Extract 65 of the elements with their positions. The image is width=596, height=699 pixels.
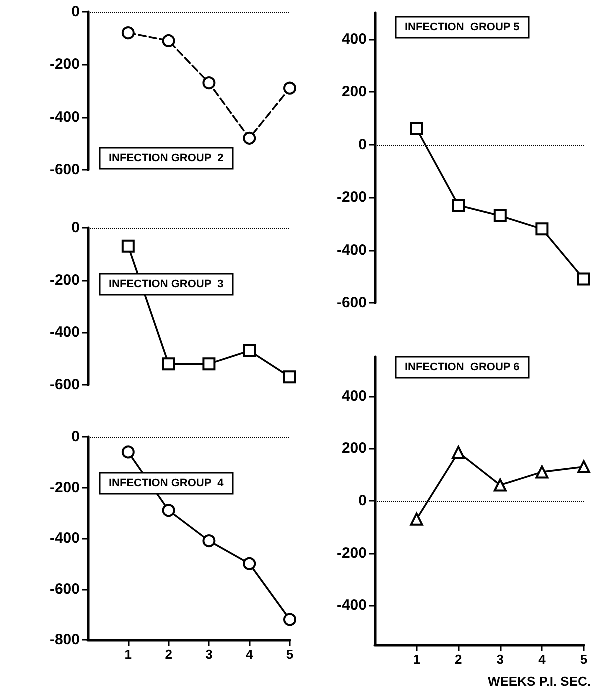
y-tick-label: -600 [50, 580, 80, 598]
y-tick-label: -400 [336, 597, 367, 614]
y-tick-label: -400 [336, 242, 367, 259]
y-tick-label: -200 [336, 544, 367, 562]
x-tick-label: 5 [580, 652, 588, 667]
point [284, 613, 296, 626]
point [410, 122, 424, 136]
y-tick-label: 0 [358, 492, 367, 510]
y-tick-label: -200 [50, 56, 80, 74]
y-tick-label: -200 [336, 189, 367, 206]
y-tick-label: -800 [50, 632, 80, 648]
text: INFECTION GROUP 4 [109, 478, 225, 490]
point [452, 198, 466, 212]
y-tick-label: -200 [50, 272, 80, 289]
point [162, 34, 176, 48]
point [536, 466, 549, 479]
point [162, 504, 176, 518]
y-tick-label: 0 [72, 428, 80, 446]
y-tick-label: -400 [50, 530, 80, 547]
y-tick-label: 200 [342, 440, 367, 458]
point [536, 222, 549, 236]
y-tick-label: -600 [50, 376, 80, 394]
x-tick-label: 1 [124, 647, 132, 662]
x-tick-label: 3 [496, 652, 504, 667]
x-tick-label: 5 [286, 647, 294, 662]
point [243, 344, 256, 358]
point [494, 478, 507, 492]
point [243, 557, 256, 570]
y-tick-label: -400 [50, 108, 80, 126]
x-tick-label: 3 [206, 647, 213, 662]
y-tick-label: 0 [72, 4, 80, 20]
point [122, 240, 135, 253]
point [162, 358, 176, 371]
point [202, 358, 216, 371]
y-tick-label: -200 [50, 479, 80, 496]
y-tick-label: 0 [358, 136, 367, 154]
point [578, 272, 590, 286]
point [122, 446, 135, 459]
y-tick-label: -600 [50, 162, 80, 178]
point [202, 534, 216, 548]
point [122, 26, 135, 40]
y-tick-label: 400 [342, 388, 367, 405]
point [284, 82, 296, 95]
text: INFECTION GROUP 2 [109, 152, 224, 164]
point [284, 370, 296, 384]
point [578, 460, 590, 474]
y-tick-label: 400 [342, 30, 367, 48]
chart-title: INFECTION GROUP 6 [405, 362, 520, 374]
x-tick-label: 4 [538, 652, 547, 667]
y-tick-label: 200 [342, 84, 367, 101]
point [494, 210, 507, 222]
text: INFECTION GROUP 3 [109, 278, 224, 290]
x-axis-title: WEEKS P.I. SEC. [488, 674, 592, 689]
y-tick-label: 0 [72, 220, 80, 236]
x-tick-label: 4 [246, 647, 254, 662]
point [410, 512, 424, 526]
y-tick-label: -400 [50, 324, 80, 342]
point [202, 76, 216, 90]
x-tick-label: 2 [165, 647, 172, 662]
point [243, 132, 256, 145]
y-tick-label: -600 [336, 294, 367, 312]
x-tick-label: 2 [454, 652, 462, 667]
text: INFECTION GROUP 5 [405, 22, 520, 34]
x-tick-label: 1 [413, 652, 420, 667]
point [452, 446, 466, 460]
